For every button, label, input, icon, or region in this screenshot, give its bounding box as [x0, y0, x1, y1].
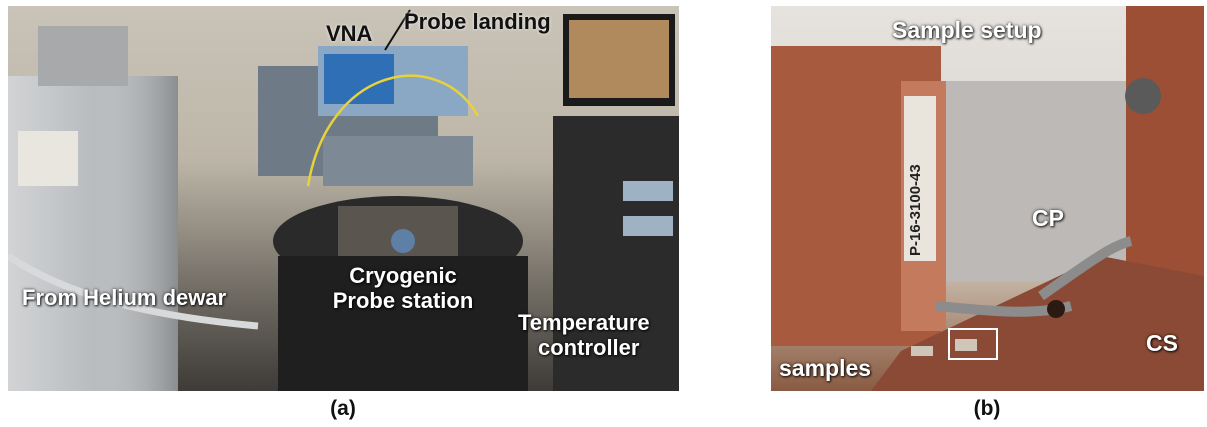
label-probe-landing: Probe landing	[404, 9, 551, 34]
photo-a-illustration	[8, 9, 679, 391]
sample-tray-grid	[946, 81, 1156, 281]
sample-chip	[955, 339, 977, 351]
label-samples: samples	[779, 355, 872, 381]
probe-label-sticker	[904, 96, 936, 261]
temperature-controller-rack	[553, 116, 679, 391]
probe-landing-pointer	[384, 9, 411, 51]
vna-screen	[324, 54, 394, 104]
probe-station-window	[391, 229, 415, 253]
photo-sample-setup: Sample setup CP CS samples P-16-3100-43	[771, 6, 1204, 391]
cs-cable	[1038, 236, 1133, 301]
vna-lower-unit	[323, 136, 473, 186]
photo-b-illustration	[771, 6, 1204, 391]
monitor-screen	[569, 20, 669, 98]
photo-cryogenic-setup: VNA Probe landing From Helium dewar Cryo…	[8, 6, 679, 391]
label-probe-station-line2: Probe station	[332, 288, 474, 313]
controller-display-1	[623, 181, 673, 201]
dewar-warning-sticker	[18, 131, 78, 186]
label-sample-setup: Sample setup	[892, 17, 1042, 43]
caption-a: (a)	[330, 397, 356, 420]
cs-probe-block-right	[1126, 6, 1204, 291]
controller-display-2	[623, 216, 673, 236]
label-temperature-line2: controller	[538, 335, 640, 360]
probe-station-base	[278, 256, 528, 391]
sample-highlight-box	[948, 328, 998, 360]
rf-cable	[306, 74, 480, 187]
helium-dewar-shading	[8, 76, 178, 391]
probe-screw	[1125, 78, 1161, 114]
sample-chip	[911, 346, 933, 356]
substrate-hole	[1047, 300, 1065, 318]
caption-b: (b)	[973, 397, 1001, 420]
copper-substrate	[871, 256, 1204, 391]
label-helium-dewar: From Helium dewar	[22, 285, 227, 310]
label-temperature-line1: Temperature	[518, 310, 650, 335]
helium-transfer-line	[8, 253, 259, 330]
label-cs: CS	[1146, 330, 1178, 356]
label-probe-station-line1: Cryogenic	[349, 263, 457, 288]
dewar-valves	[38, 26, 128, 86]
label-cp: CP	[1032, 205, 1064, 231]
label-vna: VNA	[326, 21, 373, 46]
probe-marking-text: P-16-3100-43	[907, 164, 924, 256]
